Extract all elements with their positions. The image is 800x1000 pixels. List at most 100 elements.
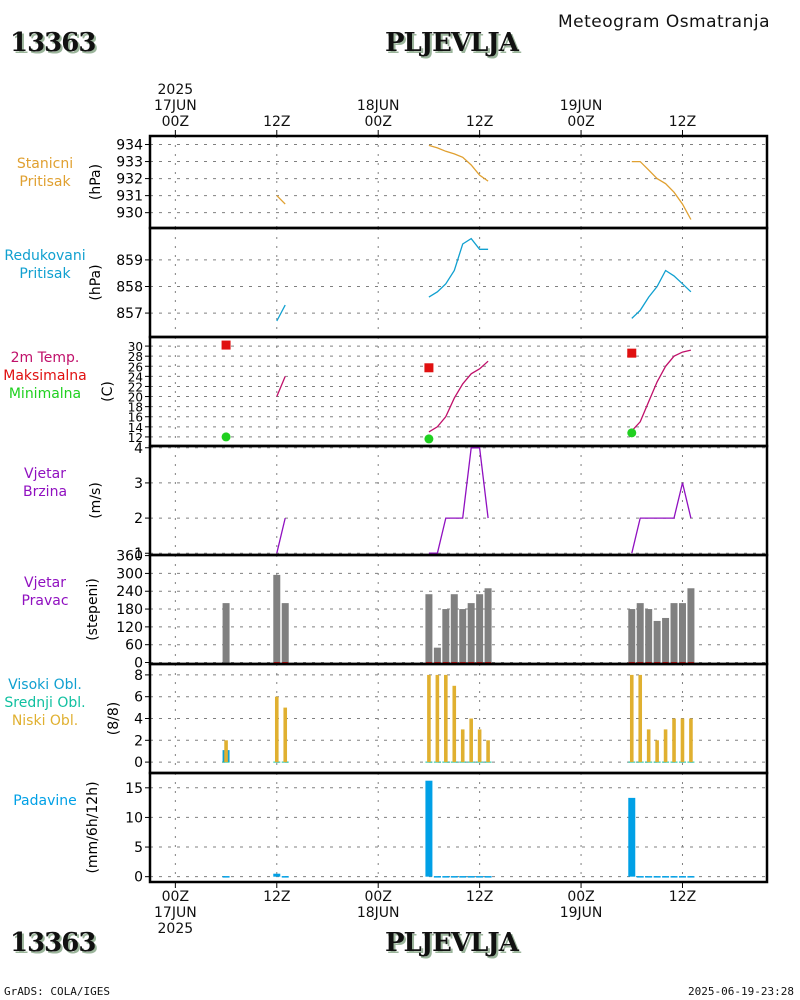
y-tick-label: 180: [116, 602, 143, 618]
y-tick-label: 4: [134, 712, 143, 728]
precip-bar: [636, 876, 644, 878]
panel-label-line: Srednji Obl.: [4, 695, 86, 711]
y-tick-label: 16: [128, 411, 143, 425]
y-tick-label: 5: [134, 840, 143, 856]
y-tick-label: 932: [116, 172, 143, 188]
temperature-line: [276, 376, 286, 397]
panel-label-line: Pritisak: [19, 266, 71, 282]
time-label-line: 12Z: [263, 114, 291, 130]
y-tick-label: 1: [134, 546, 143, 562]
top-time-label: 2025 17JUN 00Z: [145, 82, 205, 130]
time-label-line: 18JUN: [356, 98, 400, 114]
time-label-line: 17JUN: [154, 98, 197, 114]
wind-direction-bar: [467, 603, 475, 664]
wind-direction-bar: [425, 594, 433, 664]
clouds-panel-label: Visoki Obl. Srednji Obl. Niski Obl.: [0, 676, 90, 730]
top-time-label: 12Z: [450, 114, 510, 130]
time-label-line: 19JUN: [559, 905, 603, 921]
reduced_pressure-line: [631, 269, 692, 319]
panel-label-line: Redukovani: [4, 248, 86, 264]
top-time-label: 18JUN 00Z: [348, 98, 408, 130]
wind-direction-bar: [687, 588, 695, 664]
temp-max-marker: [221, 340, 231, 350]
top-time-label: 12Z: [652, 114, 712, 130]
precip-bar: [442, 876, 450, 878]
cloud-low-bar: [283, 707, 288, 763]
y-tick-label: 26: [128, 360, 143, 374]
station-id-top: 13363: [10, 28, 96, 58]
wind-direction-bar: [281, 603, 289, 664]
y-tick-label: 0: [134, 755, 143, 771]
y-tick-label: 930: [116, 206, 143, 222]
y-tick-label: 931: [116, 189, 143, 205]
temperature-line: [428, 360, 489, 433]
wind-direction-bar: [459, 609, 467, 664]
cloud-low-bar: [663, 729, 668, 763]
precip-bar: [484, 876, 492, 878]
y-tick-label: 10: [125, 810, 143, 826]
station-id-bottom: 13363: [10, 928, 96, 958]
time-label-line: 12Z: [668, 114, 697, 130]
cloud-low-bar: [224, 740, 228, 763]
panel-label-line: Niski Obl.: [11, 713, 79, 729]
cloud-low-bar: [460, 729, 465, 763]
station_pressure-line: [428, 144, 489, 182]
cloud-low-bar: [680, 718, 685, 763]
panel-frame: [148, 771, 769, 884]
generation-timestamp: 2025-06-19-23:28: [688, 985, 794, 998]
y-axis-label: (8/8): [106, 702, 122, 735]
station_pressure-line: [276, 195, 286, 205]
precip-bar: [662, 876, 670, 878]
y-tick-label: 12: [128, 431, 143, 445]
cloud-low-bar: [486, 740, 490, 763]
cloud-low-bar: [672, 718, 676, 763]
top-time-label: 19JUN 00Z: [551, 98, 611, 130]
precip-bar: [476, 876, 484, 878]
y-tick-label: 859: [116, 253, 143, 269]
panel-label-line: Minimalna: [8, 386, 82, 402]
y-tick-label: 18: [128, 401, 143, 415]
wind-direction-bar: [678, 603, 686, 664]
y-tick-label: 30: [128, 340, 143, 354]
panel-label-line: 2m Temp.: [10, 350, 80, 366]
meteogram-subtitle: Meteogram Osmatranja: [558, 12, 771, 32]
y-tick-label: 120: [116, 620, 143, 636]
station_pressure-panel-label: Stanicni Pritisak: [0, 155, 90, 191]
y-tick-label: 60: [125, 638, 143, 654]
precip-bar: [687, 876, 695, 878]
panel-label-line: Padavine: [13, 793, 77, 809]
time-label-line: 12Z: [465, 114, 494, 130]
cloud-low-bar: [629, 674, 634, 763]
cloud-low-bar: [689, 718, 693, 763]
y-tick-label: 240: [116, 584, 143, 600]
temp-min-marker: [221, 432, 231, 442]
temp-max-marker: [424, 363, 434, 373]
bottom-time-label: 12Z: [450, 889, 510, 905]
wind-direction-bar: [450, 594, 458, 664]
wind-direction-bar: [636, 603, 644, 664]
y-tick-label: 28: [128, 350, 143, 364]
precip-bar: [433, 876, 441, 878]
precip-bar: [653, 876, 661, 878]
bottom-time-label: 00Z 17JUN 2025: [145, 889, 205, 937]
panel-frame: [148, 134, 769, 230]
time-label-line: 00Z: [364, 114, 392, 130]
y-tick-label: 858: [116, 279, 143, 295]
cloud-low-bar: [655, 740, 659, 763]
cloud-low-bar: [444, 674, 448, 763]
precip-bar: [273, 873, 281, 877]
y-tick-label: 8: [134, 668, 143, 684]
y-tick-label: 4: [134, 441, 143, 457]
panel-label-line: Brzina: [22, 484, 68, 500]
bottom-time-label: 00Z 18JUN: [348, 889, 408, 921]
bottom-time-label: 12Z: [247, 889, 307, 905]
wind-direction-bar: [442, 609, 450, 664]
reduced_pressure-line: [276, 304, 286, 322]
cloud-low-bar: [646, 729, 651, 763]
y-tick-label: 20: [128, 391, 143, 405]
time-label-line: 17JUN: [154, 905, 197, 921]
y-axis-label: (mm/6h/12h): [85, 781, 101, 873]
y-tick-label: 6: [134, 690, 143, 706]
wind_speed-line: [276, 517, 286, 554]
